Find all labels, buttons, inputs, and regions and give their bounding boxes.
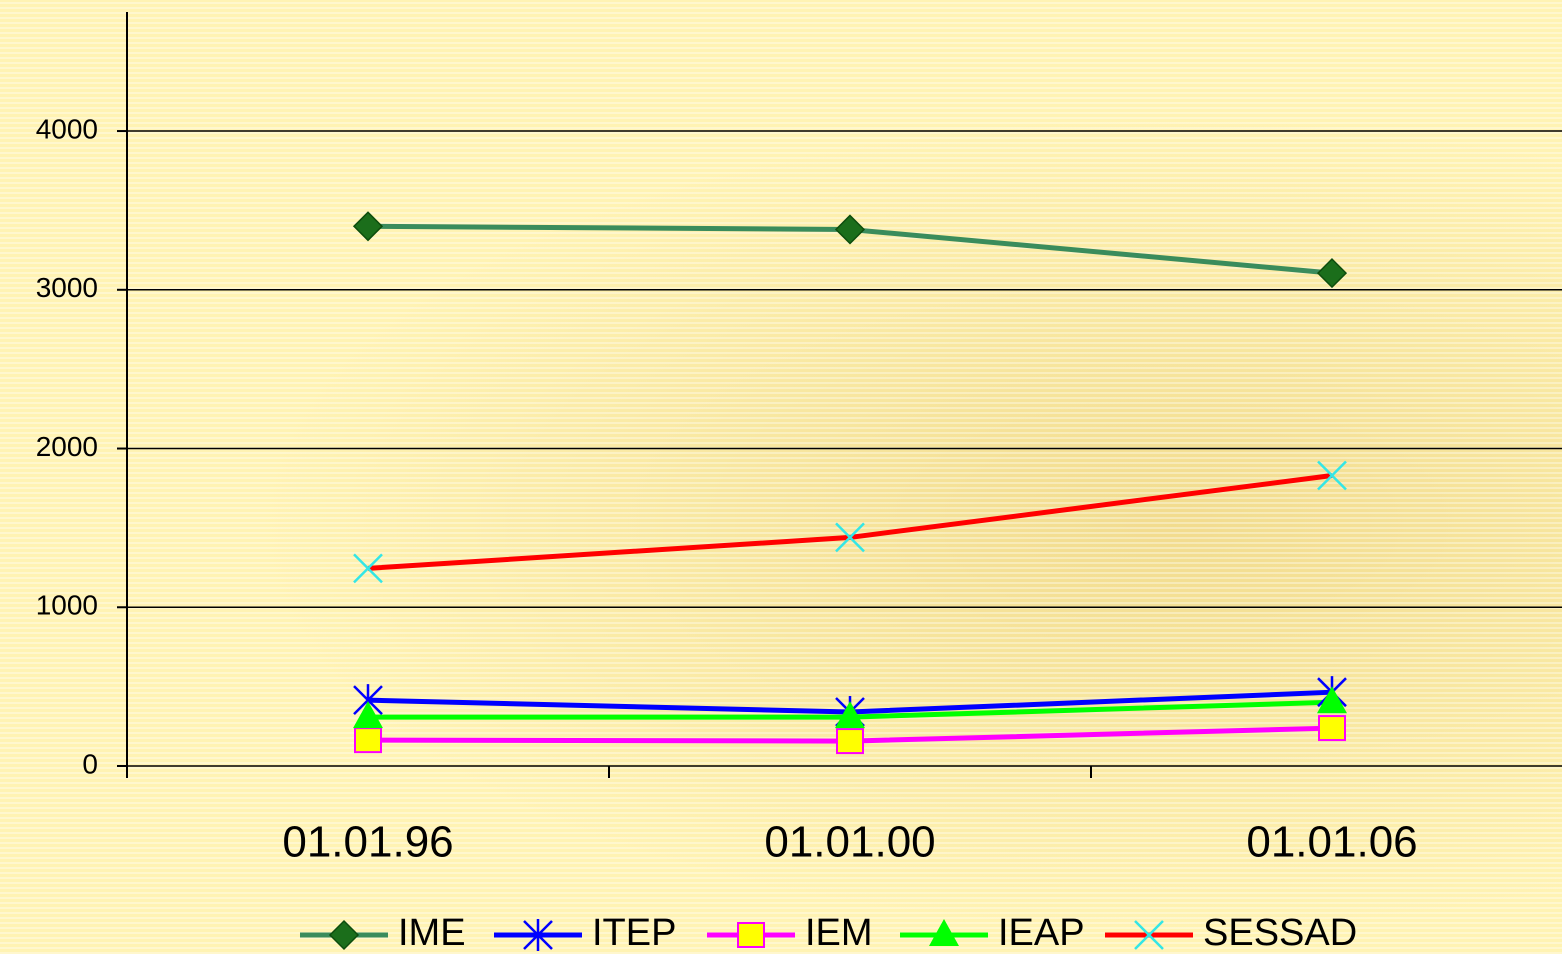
marker bbox=[1317, 460, 1347, 491]
x-tick-label: 01.01.00 bbox=[764, 818, 935, 867]
marker bbox=[1134, 920, 1164, 950]
y-tick-label: 4000 bbox=[36, 113, 98, 144]
marker bbox=[1317, 686, 1347, 714]
legend-item: IEM bbox=[707, 912, 873, 954]
marker bbox=[929, 919, 959, 946]
legend-item: IME bbox=[300, 912, 466, 954]
series-line bbox=[367, 473, 1333, 571]
marker bbox=[1318, 715, 1346, 742]
y-tick-label: 2000 bbox=[36, 431, 98, 462]
marker bbox=[328, 919, 360, 951]
marker bbox=[1316, 258, 1348, 289]
legend-item: IEAP bbox=[900, 912, 1085, 954]
marker bbox=[354, 727, 382, 754]
legend-label: IEAP bbox=[998, 912, 1085, 954]
marker bbox=[835, 522, 865, 553]
marker bbox=[352, 211, 384, 242]
marker bbox=[523, 919, 553, 951]
marker bbox=[835, 701, 865, 729]
legend-item: ITEP bbox=[494, 912, 676, 954]
legend-label: ITEP bbox=[592, 912, 676, 954]
legend-item: SESSAD bbox=[1105, 912, 1357, 954]
legend-label: SESSAD bbox=[1203, 912, 1357, 954]
marker bbox=[834, 214, 866, 245]
marker bbox=[353, 701, 383, 729]
marker bbox=[836, 728, 864, 755]
legend-label: IEM bbox=[805, 912, 873, 954]
x-tick-label: 01.01.96 bbox=[282, 818, 453, 867]
x-tick-label: 01.01.06 bbox=[1246, 818, 1417, 867]
y-tick-label: 1000 bbox=[36, 590, 98, 621]
legend-label: IME bbox=[398, 912, 466, 954]
marker bbox=[737, 922, 765, 948]
marker bbox=[353, 553, 383, 584]
y-tick-label: 3000 bbox=[36, 272, 98, 303]
y-tick-label: 0 bbox=[82, 748, 98, 779]
